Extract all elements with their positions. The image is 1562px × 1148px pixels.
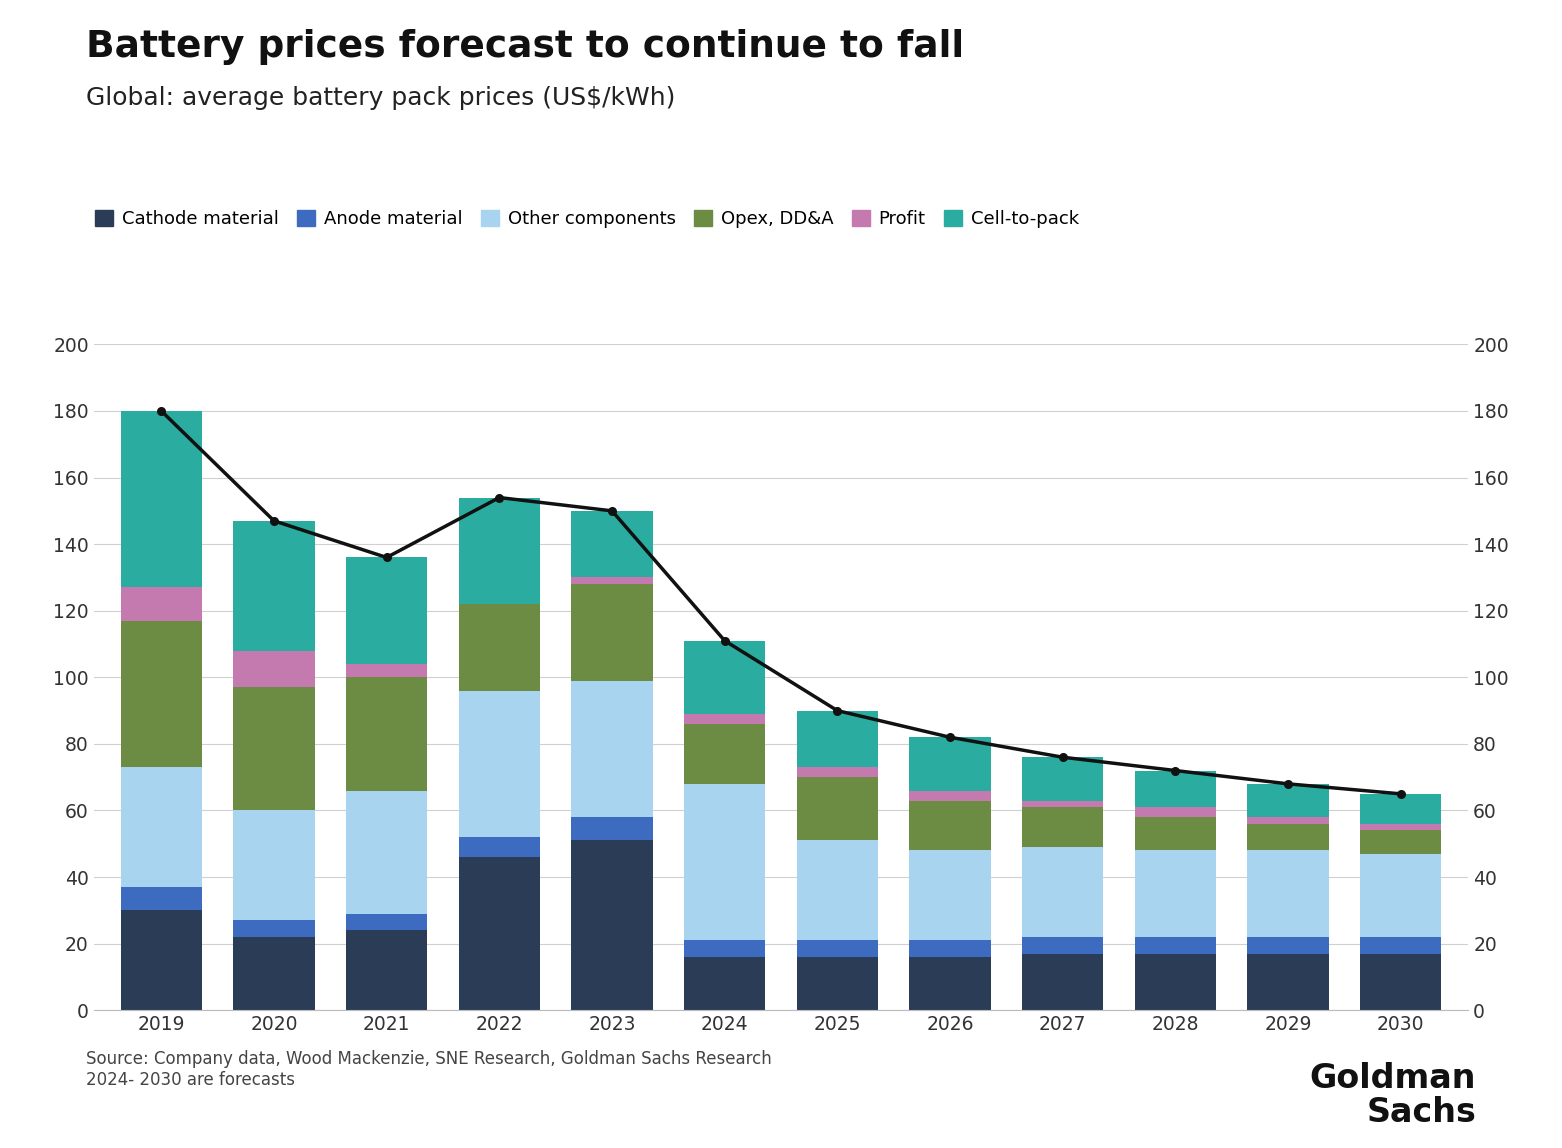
Bar [572, 681, 653, 817]
Bar [797, 711, 878, 767]
Bar [684, 724, 765, 784]
Bar [1022, 800, 1103, 807]
Bar [459, 837, 540, 858]
Bar [1022, 954, 1103, 1010]
Bar [1134, 807, 1215, 817]
Bar [347, 558, 428, 664]
Bar [909, 800, 990, 851]
Bar [1248, 784, 1329, 817]
Bar [909, 737, 990, 791]
Bar [1134, 954, 1215, 1010]
Bar [120, 411, 201, 588]
Bar [233, 810, 314, 921]
Bar [572, 584, 653, 681]
Bar [684, 714, 765, 724]
Bar [797, 840, 878, 940]
Bar [120, 910, 201, 1010]
Bar [1361, 937, 1442, 954]
Bar [797, 777, 878, 840]
Bar [797, 957, 878, 1010]
Bar [909, 940, 990, 957]
Bar [1361, 824, 1442, 830]
Text: Goldman
Sachs: Goldman Sachs [1309, 1062, 1476, 1130]
Bar [1361, 830, 1442, 854]
Bar [1022, 758, 1103, 800]
Bar [233, 651, 314, 688]
Bar [233, 921, 314, 937]
Bar [1134, 817, 1215, 851]
Bar [1022, 937, 1103, 954]
Bar [1248, 824, 1329, 851]
Bar [1022, 807, 1103, 847]
Bar [684, 957, 765, 1010]
Bar [572, 577, 653, 584]
Bar [1248, 937, 1329, 954]
Bar [684, 784, 765, 940]
Text: Battery prices forecast to continue to fall: Battery prices forecast to continue to f… [86, 29, 964, 64]
Bar [1022, 847, 1103, 937]
Bar [120, 767, 201, 887]
Bar [1361, 954, 1442, 1010]
Bar [459, 604, 540, 691]
Text: Global: average battery pack prices (US$/kWh): Global: average battery pack prices (US$… [86, 86, 675, 110]
Bar [1134, 851, 1215, 937]
Bar [1361, 794, 1442, 824]
Bar [347, 930, 428, 1010]
Bar [459, 497, 540, 604]
Bar [1248, 817, 1329, 824]
Bar [572, 817, 653, 840]
Bar [797, 767, 878, 777]
Bar [1248, 851, 1329, 937]
Bar [459, 858, 540, 1010]
Bar [120, 588, 201, 621]
Bar [684, 940, 765, 957]
Bar [909, 791, 990, 800]
Bar [233, 688, 314, 810]
Bar [1248, 954, 1329, 1010]
Bar [1361, 854, 1442, 937]
Bar [909, 957, 990, 1010]
Bar [347, 791, 428, 914]
Bar [1134, 770, 1215, 807]
Bar [120, 621, 201, 767]
Bar [347, 677, 428, 791]
Bar [797, 940, 878, 957]
Bar [684, 641, 765, 714]
Bar [347, 914, 428, 930]
Bar [572, 840, 653, 1010]
Bar [120, 887, 201, 910]
Bar [909, 851, 990, 940]
Text: Source: Company data, Wood Mackenzie, SNE Research, Goldman Sachs Research
2024-: Source: Company data, Wood Mackenzie, SN… [86, 1050, 772, 1089]
Bar [233, 521, 314, 651]
Bar [233, 937, 314, 1010]
Bar [1134, 937, 1215, 954]
Bar [459, 691, 540, 837]
Bar [572, 511, 653, 577]
Legend: Cathode material, Anode material, Other components, Opex, DD&A, Profit, Cell-to-: Cathode material, Anode material, Other … [95, 210, 1079, 228]
Bar [347, 664, 428, 677]
